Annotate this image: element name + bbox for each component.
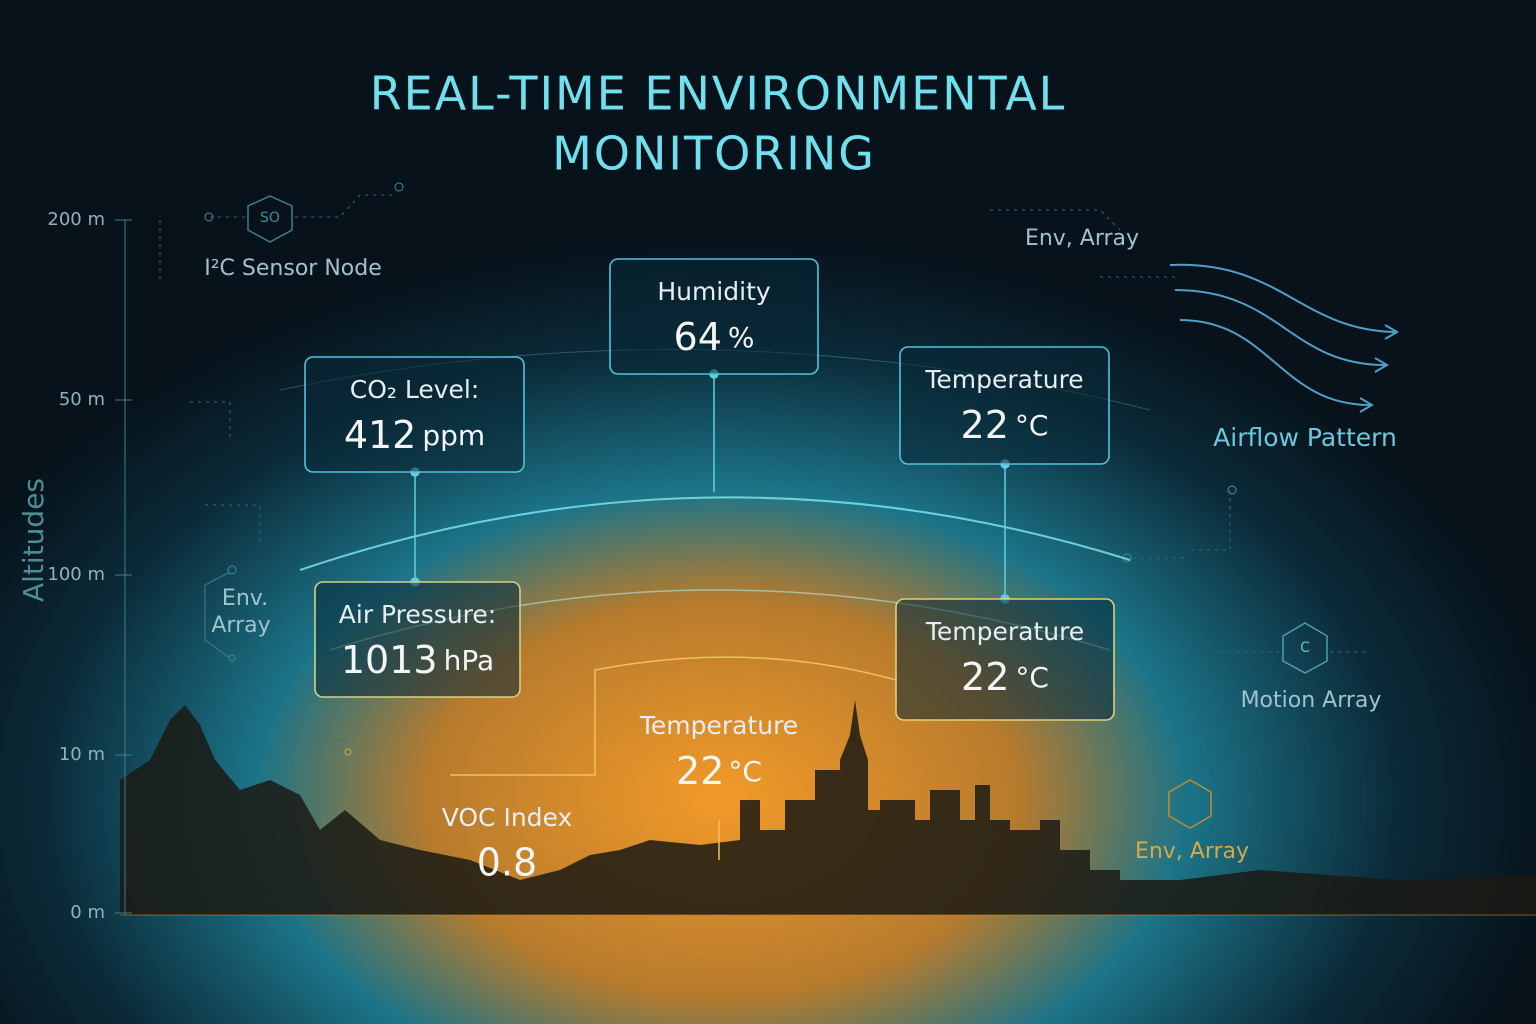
- title: REAL-TIME ENVIRONMENTAL: [370, 67, 1067, 121]
- unit: °C: [1015, 661, 1049, 694]
- skyline: [120, 700, 1536, 915]
- node-label: Array: [211, 613, 270, 638]
- node-icon: C: [1300, 640, 1310, 656]
- unit: °C: [1015, 409, 1049, 442]
- axis-ticks: 200 m 50 m 100 m 10 m 0 m: [47, 209, 132, 923]
- card-frame: [304, 356, 525, 473]
- value: 1013: [341, 638, 438, 682]
- floating-label: Temperature: [639, 711, 798, 740]
- value: 22: [676, 749, 724, 793]
- reading-card: Air Pressure: 1013 hPa: [314, 581, 521, 698]
- tick-label: 0 m: [70, 902, 105, 923]
- node-label: Motion Array: [1241, 688, 1382, 713]
- tick-label: 100 m: [47, 564, 105, 585]
- airflow-arrows: [1169, 263, 1399, 413]
- card-frame: [899, 346, 1110, 465]
- node-label: Airflow Pattern: [1213, 423, 1397, 452]
- reading-card: Temperature 22 °C: [895, 598, 1115, 721]
- card-value: 412 ppm: [344, 413, 485, 457]
- title: MONITORING: [552, 127, 876, 181]
- node-label: Env, Array: [1135, 839, 1249, 864]
- node-label: Env, Array: [1025, 226, 1139, 251]
- card-frame: [314, 581, 521, 698]
- value: 22: [961, 655, 1009, 699]
- value: 64: [674, 315, 722, 359]
- card-label: Air Pressure:: [339, 600, 496, 629]
- unit: hPa: [444, 644, 495, 677]
- node-label: I²C Sensor Node: [204, 256, 381, 281]
- card-label: CO₂ Level:: [350, 375, 480, 404]
- card-label: Temperature: [924, 365, 1083, 394]
- card-frame: [895, 598, 1115, 721]
- card-value: 22 °C: [961, 403, 1049, 447]
- value: 22: [961, 403, 1009, 447]
- axis-label: Altitudes: [17, 478, 50, 602]
- card-frame: [609, 258, 819, 375]
- unit: %: [728, 321, 755, 354]
- unit: ppm: [422, 419, 485, 452]
- node-icon: SO: [260, 210, 280, 226]
- card-label: Temperature: [925, 617, 1084, 646]
- circuit-lines: [159, 182, 1370, 829]
- card-value: 1013 hPa: [341, 638, 494, 682]
- cards: Humidity 64 % CO₂ Level: 412 ppm Temperature 22…: [304, 258, 1115, 721]
- floating-value: 22 °C: [676, 749, 762, 793]
- tick-label: 50 m: [59, 389, 105, 410]
- floating-label: VOC Index: [442, 803, 573, 832]
- card-value: 64%: [674, 315, 755, 359]
- tick-label: 200 m: [47, 209, 105, 230]
- floating-value: 0.8: [477, 841, 537, 885]
- tick-label: 10 m: [59, 744, 105, 765]
- reading-card: CO₂ Level: 412 ppm: [304, 356, 525, 473]
- reading-card: Humidity 64%: [609, 258, 819, 375]
- node-label: Env.: [222, 586, 268, 611]
- reading-card: Temperature 22 °C: [899, 346, 1110, 465]
- card-label: Humidity: [657, 277, 771, 306]
- value: 412: [344, 413, 417, 457]
- card-value: 22 °C: [961, 655, 1049, 699]
- unit: °C: [728, 755, 762, 788]
